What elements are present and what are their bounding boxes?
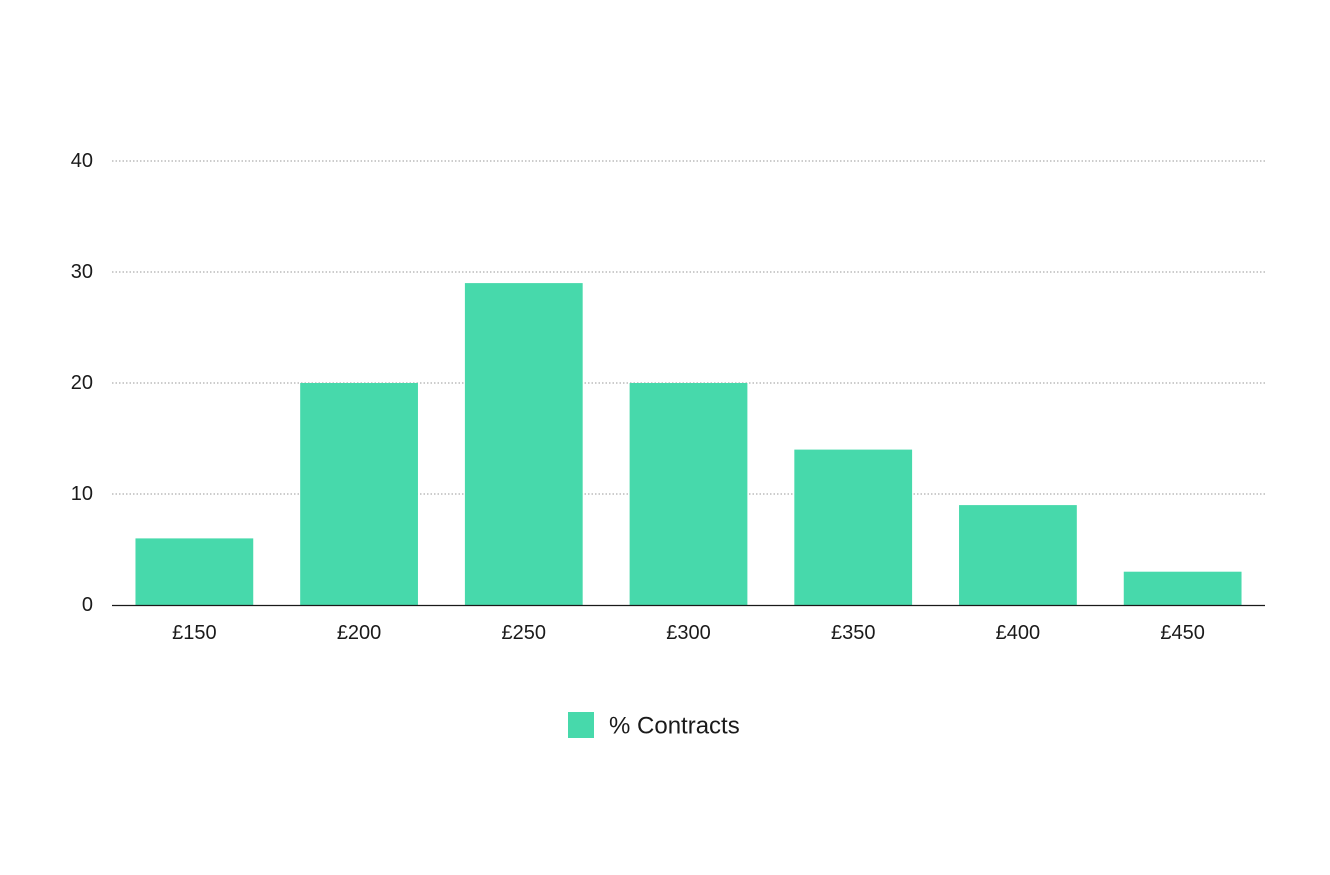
bar xyxy=(300,383,418,605)
y-axis-tick-labels: 0 10 20 30 40 xyxy=(71,150,93,616)
y-tick-label: 40 xyxy=(71,150,93,172)
x-tick-label: £450 xyxy=(1160,622,1205,644)
legend-label: % Contracts xyxy=(609,713,740,740)
bar xyxy=(135,538,254,605)
x-tick-label: £300 xyxy=(666,622,711,644)
x-tick-label: £250 xyxy=(502,622,547,644)
bar xyxy=(959,505,1077,605)
x-tick-label: £150 xyxy=(172,622,217,644)
y-tick-label: 20 xyxy=(71,372,93,394)
x-tick-label: £350 xyxy=(831,622,876,644)
bar xyxy=(629,383,748,605)
bars xyxy=(135,283,1242,605)
y-tick-label: 10 xyxy=(71,483,93,505)
y-tick-label: 30 xyxy=(71,261,93,283)
legend: % Contracts xyxy=(568,712,740,740)
legend-swatch xyxy=(568,712,594,738)
x-tick-label: £200 xyxy=(337,622,382,644)
bar xyxy=(1123,571,1242,605)
x-axis-tick-labels: £150 £200 £250 £300 £350 £400 £450 xyxy=(172,622,1205,644)
y-tick-label: 0 xyxy=(82,594,93,616)
bar xyxy=(794,449,913,605)
x-tick-label: £400 xyxy=(996,622,1041,644)
bar xyxy=(464,283,583,605)
